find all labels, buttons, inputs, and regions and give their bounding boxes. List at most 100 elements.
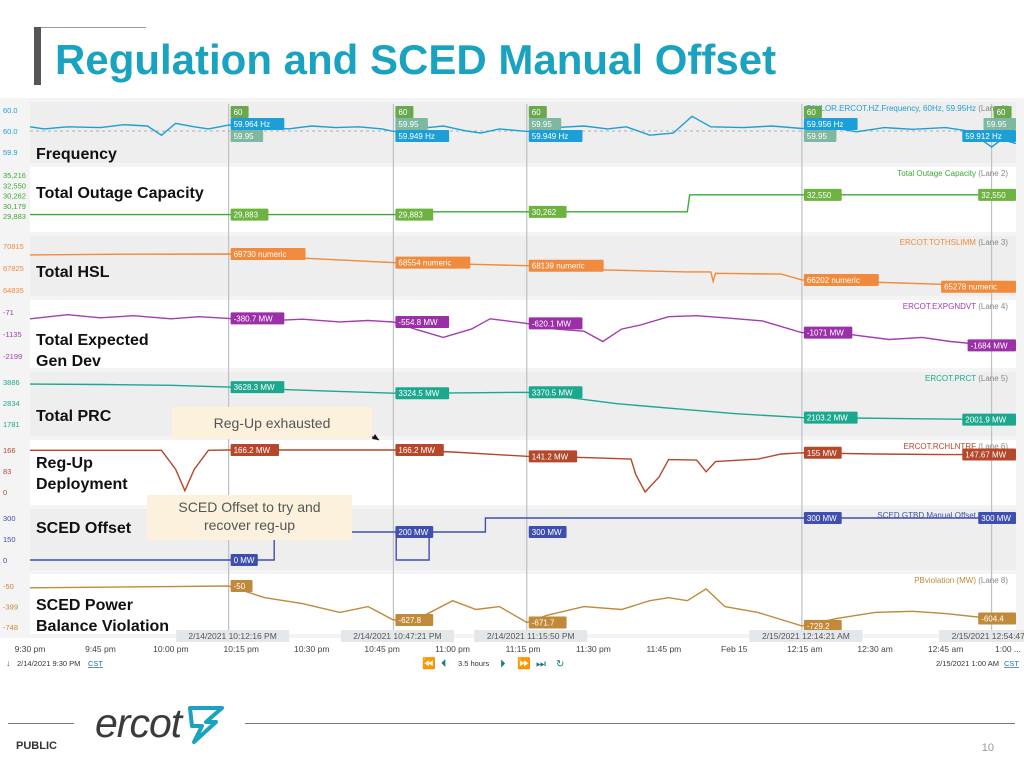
value-tag-pbv-3-0: -729.2 [807,622,830,631]
value-tag-bg-outage-1-0 [395,208,434,221]
value-tag-bg-frequency-4-1 [983,118,1016,130]
y-tick-sced-0: 300 [3,514,16,523]
value-tag-bg-hsl-2-0 [528,259,604,272]
value-tag-bg-pbv-0-0 [230,580,253,592]
series-name-frequency: TAYLOR.ERCOT.HZ.Frequency, 60Hz, 59.95Hz… [806,104,1008,113]
ercot-logo-bolt-icon [188,706,224,744]
value-tag-bg-frequency-3-1 [803,118,858,130]
value-tag-frequency-0-0: 60 [234,108,243,117]
series-lane-tag-hsl: (Lane 3) [978,238,1008,247]
cursor-label-2: 2/14/2021 10:47:21 PM [353,631,441,641]
value-tag-bg-sced-0-0 [230,554,258,566]
value-tag-bg-regup-4-0 [962,448,1016,461]
callout-sced-offset-line1: SCED Offset to try and [178,499,321,515]
value-tag-bg-frequency-1-0 [395,106,414,118]
series-name-outage: Total Outage Capacity (Lane 2) [897,169,1008,178]
callout-sced-offset-line2: recover reg-up [203,517,296,533]
value-tag-regup-2-0: 141.2 MW [532,452,569,461]
value-tag-frequency-3-2: 59.95 [807,132,828,141]
value-tag-bg-hsl-4-0 [941,280,1016,293]
y-tick-outage-4: 29,883 [3,212,26,221]
value-tag-outage-4-0: 32,550 [981,191,1006,200]
multi-lane-trend-chart[interactable]: 60.0 60.0 59.9 TAYLOR.ERCOT.HZ.Frequency, 6… [0,0,1024,680]
value-tag-bg-regup-1-0 [395,444,444,456]
callout-reg-up-exhausted: Reg-Up exhausted [172,407,372,439]
lane-label-outage: Total Outage Capacity [36,185,204,202]
value-tag-bg-sced-2-0 [528,526,567,538]
value-tag-bg-pbv-1-0 [395,613,434,626]
value-tag-bg-outage-3-0 [803,188,842,201]
lane-label-regup: Reg-Up Deployment [36,455,128,493]
value-tag-pbv-1-0: -627.8 [398,616,421,625]
x-tick-4: 10:30 pm [294,644,329,654]
ercot-logo-text: ercot [95,700,182,746]
value-tag-frequency-0-2: 59.95 [234,132,255,141]
x-tick-14: 1:00 ... [995,644,1021,654]
value-tag-bg-gendev-2-0 [528,317,583,330]
series-lane-tag-frequency: (Lane 1) [978,104,1008,113]
value-tag-prc-0-0: 3628.3 MW [234,383,275,392]
value-tag-gendev-4-0: -1684 MW [971,341,1008,350]
value-tag-bg-frequency-1-1 [395,118,428,130]
value-tag-sced-1-0: 200 MW [398,528,428,537]
series-line-sced [30,517,1016,561]
x-tick-8: 11:30 pm [576,644,611,654]
value-tag-regup-4-0: 147.67 MW [965,451,1006,460]
lane-label-frequency: Frequency [36,146,117,163]
value-tag-frequency-2-0: 60 [532,108,541,117]
y-tick-gendev-1: -1135 [3,330,22,339]
value-tag-bg-sced-3-0 [803,512,842,524]
value-tag-bg-prc-0-0 [230,381,285,394]
series-line-pbv [29,585,1017,627]
cursor-label-bg-3 [474,630,588,642]
x-tick-1: 9:45 pm [85,644,116,654]
value-tag-pbv-2-0: -671.7 [532,619,555,628]
value-tag-gendev-1-0: -554.8 MW [398,318,438,327]
lane-label-prc: Total PRC [36,408,112,425]
page-number: 10 [981,742,994,754]
callout-sced-offset: SCED Offset to try and recover reg-up [147,495,352,540]
value-tag-pbv-0-0: -50 [234,582,246,591]
refresh-icon: ↻ [556,659,564,670]
value-tag-bg-regup-2-0 [528,450,578,463]
y-tick-sced-1: 150 [3,535,16,544]
value-tag-pbv-4-0: -604.4 [981,615,1004,624]
y-tick-frequency-0: 60.0 [3,106,18,115]
x-tick-10: Feb 15 [721,644,748,654]
cursor-label-bg-5 [939,630,1024,642]
series-name-regup: ERCOT.RCHLNTRF (Lane 6) [904,442,1009,451]
fast-forward-icon: ⏩ [517,657,531,670]
value-tag-regup-0-0: 166.2 MW [234,446,271,455]
cursor-label-5: 2/15/2021 12:54:47 AM [952,631,1024,641]
step-back-icon: ⏴ [441,658,447,670]
value-tag-bg-gendev-1-0 [395,316,450,329]
value-tag-bg-hsl-1-0 [395,256,471,269]
skip-end-icon: ⏭ [536,658,546,670]
value-tag-frequency-4-1: 59.95 [987,120,1008,129]
lane-label-sced: SCED Offset [36,520,132,537]
value-tag-outage-0-0: 29,883 [234,211,259,220]
value-tag-bg-frequency-4-0 [993,106,1012,118]
value-tag-bg-outage-2-0 [528,205,567,218]
title-accent-bar [34,27,41,85]
y-tick-regup-1: 83 [3,467,11,476]
value-tag-frequency-3-0: 60 [807,108,816,117]
y-tick-prc-0: 3886 [3,378,20,387]
lane-band-pbv [30,574,1016,634]
x-range-start: 2/14/2021 9:30 PM [17,659,80,668]
y-tick-outage-2: 30,262 [3,192,26,201]
value-tag-bg-outage-4-0 [978,188,1016,201]
value-tag-hsl-0-0: 69730 numeric [234,250,287,259]
y-tick-frequency-1: 60.0 [3,127,18,136]
x-tick-5: 10:45 pm [364,644,399,654]
x-tick-6: 11:00 pm [435,644,470,654]
value-tag-hsl-4-0: 65278 numeric [944,283,997,292]
y-tick-prc-1: 2834 [3,399,20,408]
series-lane-tag-outage: (Lane 2) [978,169,1008,178]
value-tag-bg-hsl-0-0 [230,247,306,260]
y-tick-gendev-2: -2199 [3,352,22,361]
value-tag-bg-gendev-3-0 [803,326,853,339]
value-tag-bg-frequency-3-2 [803,130,837,142]
value-tag-sced-4-0: 300 MW [981,514,1011,523]
y-tick-pbv-1: -399 [3,603,18,612]
